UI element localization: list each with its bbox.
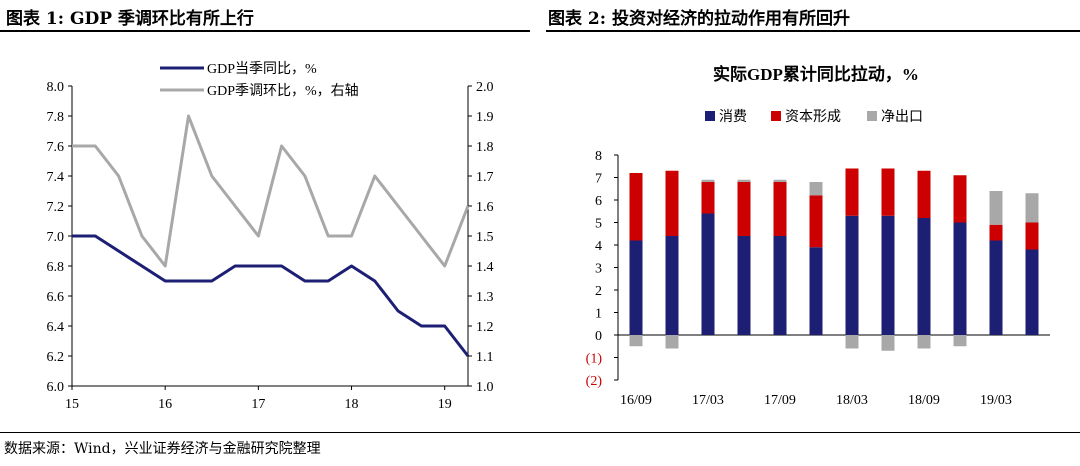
bar-segment (881, 335, 895, 351)
bar-segment (953, 222, 967, 335)
bar-segment (881, 168, 895, 216)
bar-segment (917, 335, 931, 349)
bar-segment (845, 335, 859, 349)
yoy-series-line (72, 234, 470, 357)
right-y-tick-label: 1.8 (476, 140, 494, 155)
bar-segment (1025, 249, 1039, 335)
bar-segment (917, 170, 931, 218)
right-y-tick-label: 1.1 (476, 350, 494, 365)
left-y-tick-label: 6.2 (47, 350, 65, 365)
x-tick-label: 19/03 (980, 393, 1012, 408)
bar-segment (701, 182, 715, 214)
bar-segment (701, 179, 715, 182)
x-tick-label: 17/03 (692, 393, 724, 408)
gdp-contribution-bar-chart: 实际GDP累计同比拉动，% 消费 资本形成 净出口 8 7 6 5 4 3 2 1 0 (1) (2) 16/… (586, 64, 1050, 408)
x-tick-label: 17/09 (764, 393, 796, 408)
bar-segment (1025, 193, 1039, 223)
qoq-series-line (72, 114, 470, 268)
bar-segment (953, 335, 967, 347)
x-tick-label: 15 (65, 397, 79, 412)
bar-segment (665, 170, 679, 236)
bar-segment (737, 179, 751, 182)
bar-chart-title: 实际GDP累计同比拉动，% (713, 64, 919, 84)
bar-segment (881, 215, 895, 335)
bar-segment (809, 247, 823, 335)
footer-divider (0, 432, 1080, 433)
right-y-tick-label: 1.2 (476, 320, 494, 335)
bar-segment (773, 179, 787, 182)
bar-segment (629, 173, 643, 241)
right-y-tick-label: 2.0 (476, 80, 494, 95)
bar-segment (773, 182, 787, 236)
left-y-tick-label: 7.2 (47, 200, 65, 215)
bar-segment (1025, 222, 1039, 250)
y-tick-label: (2) (586, 374, 603, 389)
bar-segment (917, 218, 931, 335)
left-y-tick-label: 6.0 (47, 380, 65, 395)
y-tick-label: 8 (595, 149, 602, 164)
left-y-tick-label: 7.0 (47, 230, 65, 245)
x-tick-label: 18/09 (908, 393, 940, 408)
y-tick-label: 3 (595, 262, 602, 277)
legend-label: GDP当季同比，% (207, 61, 317, 77)
left-y-tick-label: 7.8 (47, 110, 65, 125)
x-tick-label: 18/03 (836, 393, 868, 408)
y-tick-label: 2 (595, 284, 602, 299)
bar-segment (953, 175, 967, 223)
bar-segment (629, 335, 643, 347)
left-y-tick-label: 8.0 (47, 80, 65, 95)
right-y-tick-label: 1.0 (476, 380, 494, 395)
source-note: 数据来源：Wind，兴业证券经济与金融研究院整理 (4, 441, 321, 457)
legend-swatch (867, 111, 877, 121)
legend-label: 资本形成 (785, 109, 841, 125)
right-y-tick-label: 1.9 (476, 110, 494, 125)
bar-segment (773, 236, 787, 335)
left-y-tick-label: 6.4 (47, 320, 65, 335)
bar-segment (701, 213, 715, 335)
bar-segment (989, 191, 1003, 225)
y-tick-label: 7 (595, 172, 602, 187)
x-tick-label: 16/09 (620, 393, 652, 408)
bar-segment (989, 240, 1003, 335)
x-tick-label: 18 (345, 397, 359, 412)
bar-segment (629, 240, 643, 335)
gdp-line-chart: 6.0 6.2 6.4 6.6 6.8 7.0 7.2 7.4 7.6 7.8 8.0 1.0 1.1 1… (47, 61, 494, 412)
bar-segment (737, 236, 751, 335)
x-tick-label: 17 (251, 397, 265, 412)
legend-swatch (771, 111, 781, 121)
bar-segment (989, 224, 1003, 241)
right-y-tick-label: 1.5 (476, 230, 494, 245)
y-tick-label: 5 (595, 217, 602, 232)
bar-segment (845, 168, 859, 216)
y-tick-label: 4 (595, 239, 602, 254)
bar-segment (809, 182, 823, 196)
legend-label: 净出口 (881, 109, 923, 125)
right-y-tick-label: 1.6 (476, 200, 494, 215)
x-tick-label: 16 (158, 397, 172, 412)
right-y-tick-label: 1.4 (476, 260, 494, 275)
y-tick-label: (1) (586, 352, 603, 367)
x-tick-label: 19 (438, 397, 452, 412)
legend-swatch (705, 111, 715, 121)
left-y-tick-label: 6.8 (47, 260, 65, 275)
legend-label: GDP季调环比，%，右轴 (207, 83, 359, 99)
y-tick-label: 1 (595, 307, 602, 322)
left-title-divider (0, 30, 530, 32)
bar-segment (845, 215, 859, 335)
legend-label: 消费 (719, 109, 747, 125)
y-tick-label: 0 (595, 329, 602, 344)
y-tick-label: 6 (595, 194, 602, 209)
bar-segment (665, 236, 679, 335)
left-y-tick-label: 7.4 (47, 170, 65, 185)
bar-segment (737, 182, 751, 236)
right-y-tick-label: 1.3 (476, 290, 494, 305)
bar-segment (665, 335, 679, 349)
left-y-tick-label: 7.6 (47, 140, 65, 155)
right-title-divider (546, 30, 1080, 32)
right-y-tick-label: 1.7 (476, 170, 494, 185)
left-y-tick-label: 6.6 (47, 290, 65, 305)
bar-segment (809, 195, 823, 248)
left-chart-title: 图表 1: GDP 季调环比有所上行 (6, 9, 254, 29)
right-chart-title: 图表 2: 投资对经济的拉动作用有所回升 (548, 9, 850, 29)
